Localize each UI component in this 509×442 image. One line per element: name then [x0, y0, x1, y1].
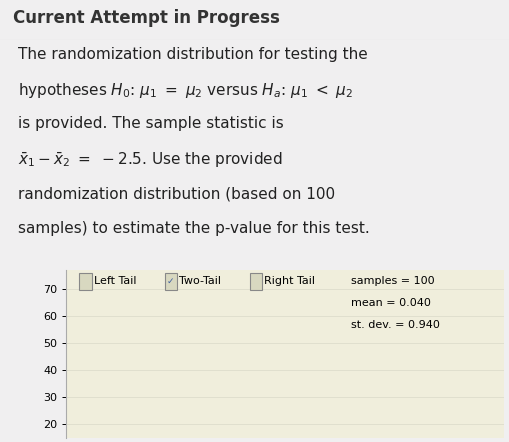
Text: $\bar{x}_1 - \bar{x}_2\ =\ -2.5$. Use the provided: $\bar{x}_1 - \bar{x}_2\ =\ -2.5$. Use th… — [18, 151, 282, 171]
FancyBboxPatch shape — [164, 273, 177, 290]
Text: Two-Tail: Two-Tail — [179, 276, 221, 286]
Text: Right Tail: Right Tail — [265, 276, 316, 286]
Text: samples = 100: samples = 100 — [351, 276, 434, 286]
Text: is provided. The sample statistic is: is provided. The sample statistic is — [18, 116, 284, 131]
Text: Left Tail: Left Tail — [94, 276, 136, 286]
Text: st. dev. = 0.940: st. dev. = 0.940 — [351, 320, 440, 330]
Text: hypotheses $H_0$: $\mu_1\ =\ \mu_2$ versus $H_a$: $\mu_1\ <\ \mu_2$: hypotheses $H_0$: $\mu_1\ =\ \mu_2$ vers… — [18, 81, 353, 100]
Text: ✓: ✓ — [167, 277, 175, 286]
Text: Current Attempt in Progress: Current Attempt in Progress — [13, 9, 279, 27]
Text: samples) to estimate the p-value for this test.: samples) to estimate the p-value for thi… — [18, 221, 370, 236]
Text: randomization distribution (based on 100: randomization distribution (based on 100 — [18, 187, 335, 201]
FancyBboxPatch shape — [250, 273, 262, 290]
Text: The randomization distribution for testing the: The randomization distribution for testi… — [18, 46, 367, 61]
Text: mean = 0.040: mean = 0.040 — [351, 298, 431, 308]
FancyBboxPatch shape — [79, 273, 92, 290]
